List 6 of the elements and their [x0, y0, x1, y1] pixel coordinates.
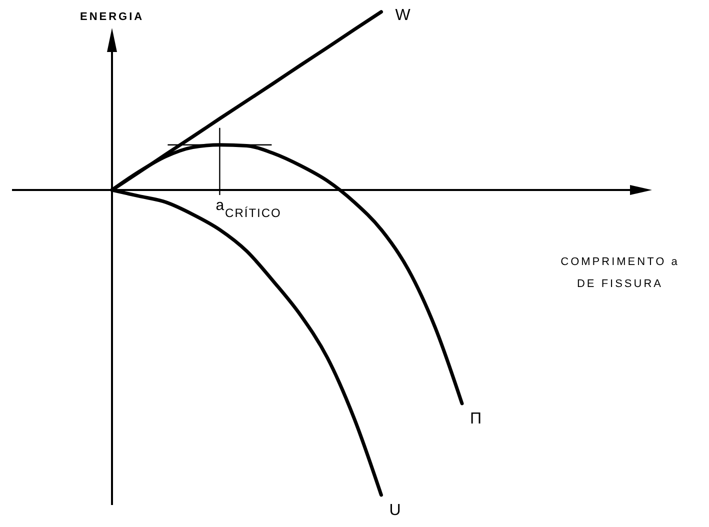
series-label: U	[389, 502, 401, 519]
series-label: W	[395, 6, 412, 24]
series-label: Π	[470, 410, 482, 428]
annotation: a$_{CRÍTICO}$	[216, 197, 282, 220]
text: COMPRIMENTO a DE FISSURA	[560, 256, 680, 290]
y-axis-title: ENERGIA	[80, 11, 144, 23]
